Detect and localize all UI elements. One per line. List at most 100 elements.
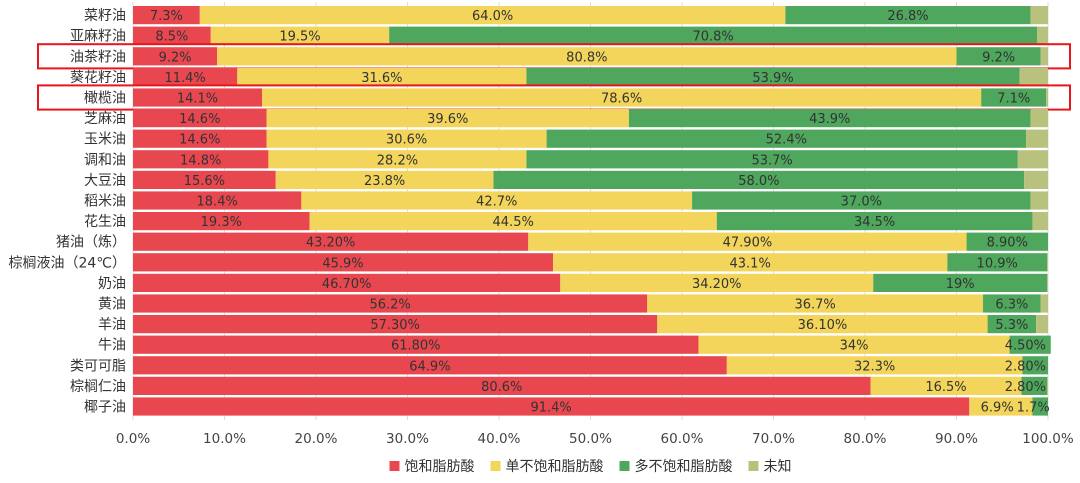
data-label: 53.9% xyxy=(752,71,793,86)
data-label: 57.30% xyxy=(370,318,420,333)
data-label: 32.3% xyxy=(854,359,895,374)
bar-segment-1 xyxy=(199,6,786,25)
data-label: 26.8% xyxy=(887,9,928,24)
bar-segment-0 xyxy=(133,191,302,210)
data-label: 70.8% xyxy=(692,30,733,45)
bar-segment-3 xyxy=(1030,191,1048,210)
data-label: 44.5% xyxy=(493,215,534,230)
bar-segment-1 xyxy=(870,376,1022,395)
bar-segment-3 xyxy=(1030,6,1048,25)
bar-segment-0 xyxy=(133,109,267,128)
category-label: 椰子油 xyxy=(84,400,126,416)
category-label: 花生油 xyxy=(84,214,126,230)
bar-segment-2 xyxy=(389,26,1038,45)
category-label: 黄油 xyxy=(98,296,126,313)
data-label: 5.3% xyxy=(995,318,1028,333)
legend-swatch xyxy=(748,461,759,471)
bar-segment-0 xyxy=(133,253,553,272)
bar-segment-3 xyxy=(1030,109,1048,128)
data-label: 2.80% xyxy=(1005,380,1046,395)
bar-segment-2 xyxy=(981,88,1047,107)
bar-segment-3 xyxy=(1047,376,1048,395)
x-tick-label: 0.0% xyxy=(116,431,150,447)
bar-segment-2 xyxy=(1021,376,1048,395)
data-label: 36.7% xyxy=(794,298,835,313)
bar-segment-2 xyxy=(716,212,1033,231)
bar-segment-0 xyxy=(133,6,200,25)
bar-segment-1 xyxy=(560,273,874,292)
data-label: 31.6% xyxy=(361,71,402,86)
bar-segment-1 xyxy=(698,335,1010,354)
bar-segment-1 xyxy=(210,26,390,45)
bar-segment-2 xyxy=(628,109,1031,128)
bar-segment-2 xyxy=(785,6,1031,25)
bar-segment-3 xyxy=(1024,170,1048,189)
data-label: 34% xyxy=(840,339,869,354)
data-label: 1.7% xyxy=(1017,401,1050,416)
data-label: 14.1% xyxy=(177,92,218,107)
bar-segment-0 xyxy=(133,47,218,66)
data-label: 28.2% xyxy=(377,153,418,168)
bar-segment-0 xyxy=(133,315,658,334)
bar-segment-1 xyxy=(647,294,984,313)
bar-segment-0 xyxy=(133,150,269,169)
legend-label: 未知 xyxy=(764,458,792,475)
bar-segment-2 xyxy=(1032,397,1048,416)
data-label: 23.8% xyxy=(364,174,405,189)
bar-segment-1 xyxy=(552,253,948,272)
data-label: 47.90% xyxy=(723,236,773,251)
bar-segment-3 xyxy=(1040,47,1048,66)
data-label: 18.4% xyxy=(197,195,238,210)
category-label: 类可可脂 xyxy=(70,358,126,374)
data-label: 15.6% xyxy=(184,174,225,189)
bar-segment-2 xyxy=(526,150,1018,169)
category-label: 玉米油 xyxy=(84,132,126,148)
data-label: 9.2% xyxy=(982,50,1015,65)
data-label: 43.20% xyxy=(306,236,356,251)
bar-segment-3 xyxy=(1026,129,1048,148)
category-label: 葵花籽油 xyxy=(70,70,126,86)
bar-segment-0 xyxy=(133,376,871,395)
bar-segment-3 xyxy=(1036,315,1048,334)
bar-segment-0 xyxy=(133,129,267,148)
bar-segment-1 xyxy=(237,67,527,86)
bar-segment-3 xyxy=(1032,212,1048,231)
category-label: 奶油 xyxy=(98,276,126,292)
data-label: 7.1% xyxy=(997,92,1030,107)
bar-segment-3 xyxy=(1037,26,1048,45)
bar-segment-2 xyxy=(493,170,1025,189)
bar-segment-3 xyxy=(1040,294,1048,313)
data-label: 34.20% xyxy=(692,277,742,292)
data-label: 16.5% xyxy=(925,380,966,395)
data-label: 64.9% xyxy=(409,359,450,374)
legend-label: 多不饱和脂肪酸 xyxy=(635,458,733,475)
legend-label: 饱和脂肪酸 xyxy=(405,459,475,475)
data-label: 4.50% xyxy=(1005,339,1046,354)
bar-segment-0 xyxy=(133,335,699,354)
data-label: 91.4% xyxy=(530,401,571,416)
category-label: 调和油 xyxy=(84,152,126,168)
data-label: 80.8% xyxy=(566,50,607,65)
data-label: 6.3% xyxy=(995,298,1028,313)
x-tick-label: 50.0% xyxy=(569,431,612,447)
bar-segment-1 xyxy=(726,356,1023,375)
bar-segment-3 xyxy=(1047,253,1048,272)
bar-segment-3 xyxy=(1047,273,1048,292)
data-label: 19% xyxy=(946,277,975,292)
bar-segment-0 xyxy=(133,232,529,251)
data-label: 36.10% xyxy=(798,318,848,333)
data-label: 80.6% xyxy=(481,380,522,395)
data-label: 10.9% xyxy=(977,256,1018,271)
bar-segment-1 xyxy=(217,47,957,66)
data-label: 45.9% xyxy=(322,256,363,271)
bar-segment-0 xyxy=(133,212,310,231)
bar-segment-2 xyxy=(692,191,1031,210)
data-label: 52.4% xyxy=(766,133,807,148)
data-label: 9.2% xyxy=(159,50,192,65)
bar-segment-0 xyxy=(133,356,727,375)
bar-segment-1 xyxy=(657,315,988,334)
bar-segment-1 xyxy=(266,129,547,148)
category-label: 橄榄油 xyxy=(84,91,126,107)
bar-segment-1 xyxy=(969,397,1033,416)
